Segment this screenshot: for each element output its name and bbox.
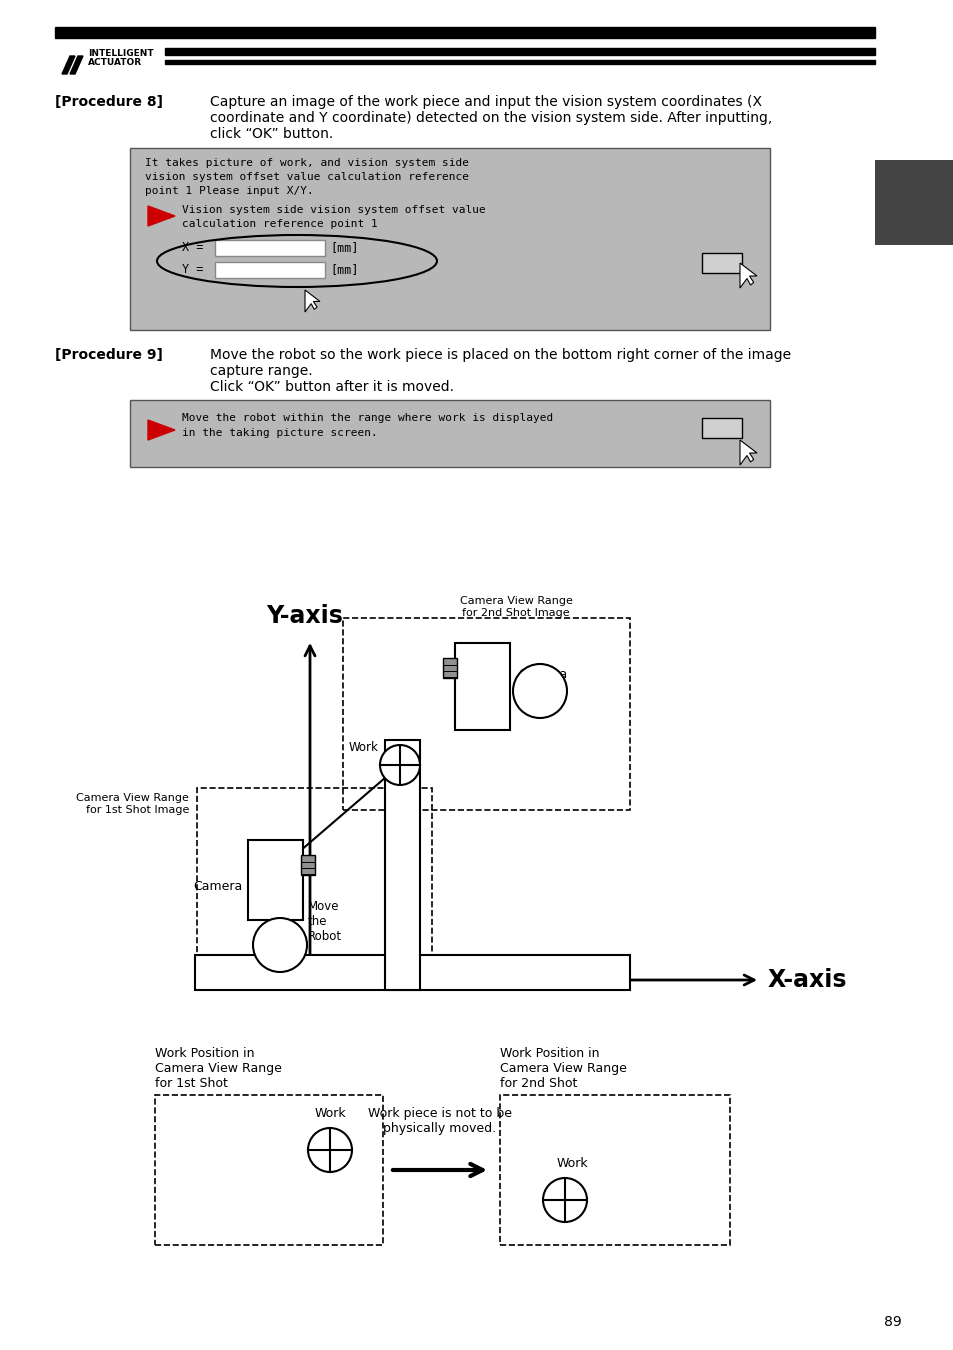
Text: It takes picture of work, and vision system side: It takes picture of work, and vision sys… [145,158,469,167]
Text: OK: OK [714,427,729,439]
Text: [mm]: [mm] [330,242,358,254]
Polygon shape [148,207,174,225]
Text: Click “OK” button after it is moved.: Click “OK” button after it is moved. [210,379,454,394]
Text: INTELLIGENT: INTELLIGENT [88,49,153,58]
Bar [214,240,325,256]
Text: Work: Work [348,741,377,755]
Bar [442,657,456,678]
Bar [154,1095,382,1245]
Text: 89: 89 [883,1315,901,1328]
Text: Y =: Y = [182,263,203,275]
Text: calculation reference point 1: calculation reference point 1 [182,219,377,230]
Text: Work: Work [314,1107,345,1120]
Bar [248,840,303,919]
Text: Actuator: Actuator [497,963,562,977]
Bar [130,400,769,467]
Bar [196,788,432,954]
Text: Camera View Range
for 1st Shot Image: Camera View Range for 1st Shot Image [76,792,189,814]
Text: X =: X = [182,242,203,254]
Bar [455,643,510,730]
Text: click “OK” button.: click “OK” button. [210,127,333,140]
Text: Camera: Camera [193,880,243,892]
Text: Work Position in
Camera View Range
for 2nd Shot: Work Position in Camera View Range for 2… [499,1048,626,1089]
Text: [Procedure 8]: [Procedure 8] [55,95,163,109]
Polygon shape [70,55,83,74]
Circle shape [308,1129,352,1172]
Bar [701,252,741,273]
Text: Move the robot so the work piece is placed on the bottom right corner of the ima: Move the robot so the work piece is plac… [210,348,790,362]
Text: Vision system side vision system offset value: Vision system side vision system offset … [182,205,485,215]
Bar [55,27,874,38]
Polygon shape [62,55,75,74]
Bar [165,59,874,63]
Circle shape [253,918,307,972]
Bar [165,49,874,55]
Text: Move
the
Robot: Move the Robot [308,900,342,944]
Text: ACTUATOR: ACTUATOR [88,58,142,68]
Circle shape [513,664,566,718]
Text: Capture an image of the work piece and input the vision system coordinates (X: Capture an image of the work piece and i… [210,95,761,109]
Bar [301,855,314,875]
Bar [499,1095,729,1245]
Circle shape [542,1179,586,1222]
Bar [701,418,741,437]
Polygon shape [148,420,174,440]
Circle shape [379,745,419,784]
Text: OK: OK [714,261,729,274]
Text: Work: Work [557,1157,588,1170]
Text: coordinate and Y coordinate) detected on the vision system side. After inputting: coordinate and Y coordinate) detected on… [210,111,771,126]
Bar [343,618,629,810]
Polygon shape [305,290,319,312]
Text: point 1 Please input X/Y.: point 1 Please input X/Y. [145,186,314,196]
Bar [194,954,629,990]
Text: Camera: Camera [517,668,567,680]
Text: Camera View Range
for 2nd Shot Image: Camera View Range for 2nd Shot Image [459,597,572,618]
Text: Work piece is not to be
physically moved.: Work piece is not to be physically moved… [368,1107,512,1135]
Text: Move the robot within the range where work is displayed: Move the robot within the range where wo… [182,413,553,423]
Bar [214,262,325,278]
Text: Actuator: Actuator [395,838,408,892]
Text: vision system offset value calculation reference: vision system offset value calculation r… [145,171,469,182]
Text: in the taking picture screen.: in the taking picture screen. [182,428,377,437]
Text: [mm]: [mm] [330,263,358,275]
Text: Y-axis: Y-axis [266,603,343,628]
Text: capture range.: capture range. [210,364,313,378]
Text: X-axis: X-axis [767,968,846,992]
Bar [130,148,769,329]
Bar [874,161,953,244]
Polygon shape [740,440,757,464]
Text: [Procedure 9]: [Procedure 9] [55,348,163,362]
Bar [385,740,419,990]
Text: Work Position in
Camera View Range
for 1st Shot: Work Position in Camera View Range for 1… [154,1048,281,1089]
Polygon shape [740,263,757,288]
